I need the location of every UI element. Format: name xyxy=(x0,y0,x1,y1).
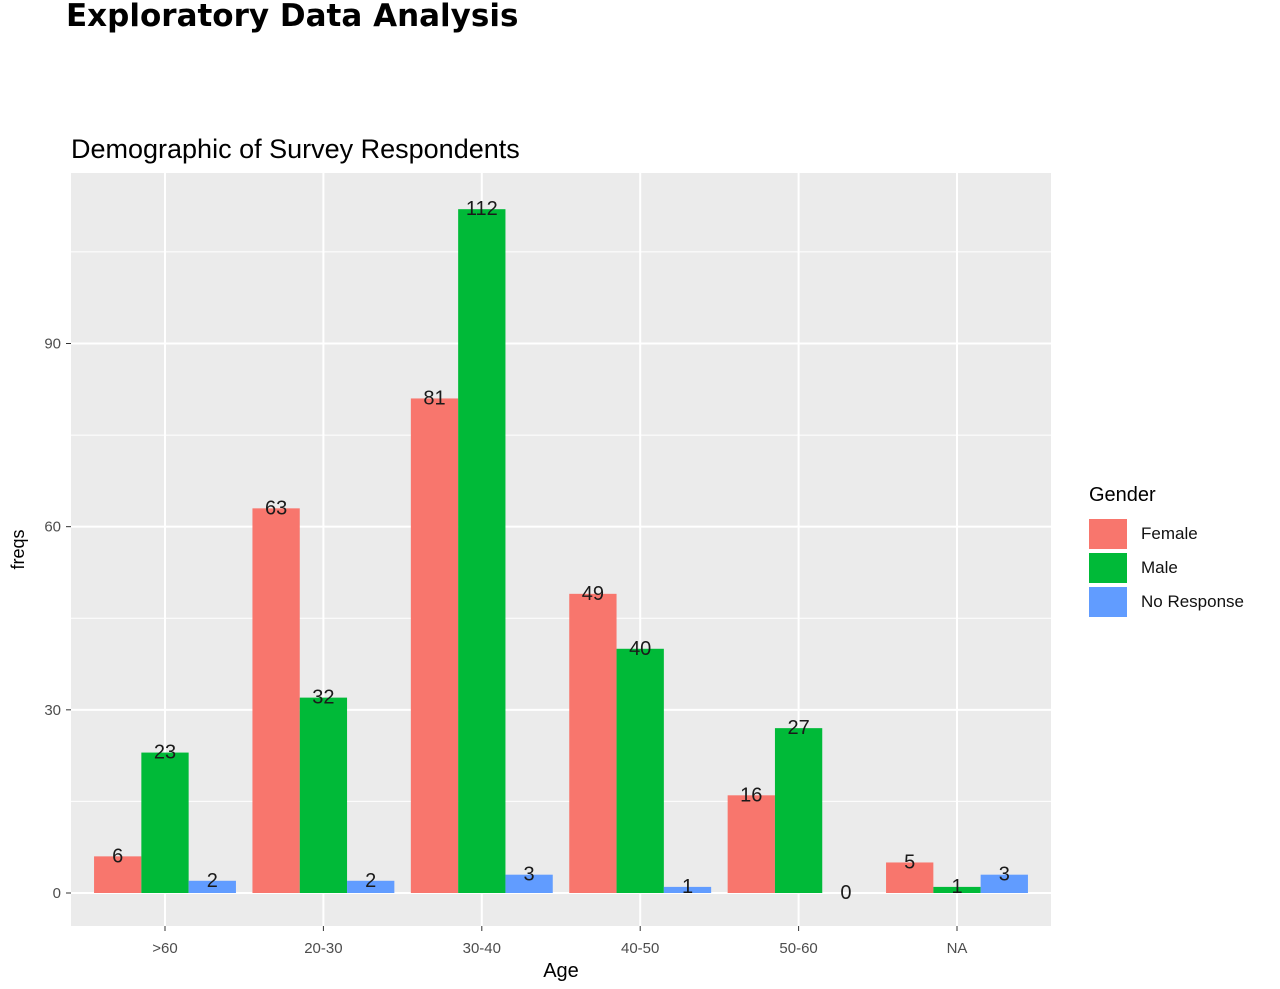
bar-no-response-40-50 xyxy=(663,886,712,893)
data-label-female-50-60: 16 xyxy=(740,784,762,806)
y-axis-title: freqs xyxy=(8,529,28,569)
bar-male-40-50 xyxy=(616,648,664,893)
data-label-no-response-40-50: 1 xyxy=(682,876,693,898)
x-tick-label: 50-60 xyxy=(779,940,817,957)
data-label-female-40-50: 49 xyxy=(582,583,604,605)
bar-male-50-60 xyxy=(774,728,823,893)
bar-no-response-20-30 xyxy=(347,880,395,893)
data-label-male-na: 1 xyxy=(951,876,962,898)
bar-female-na xyxy=(886,862,934,893)
x-tick-label: 30-40 xyxy=(463,940,501,957)
legend-item-female: Female xyxy=(1089,517,1244,551)
x-tick-label: NA xyxy=(947,940,968,957)
bar-female-60 xyxy=(94,856,142,893)
legend-swatch-female xyxy=(1089,519,1127,549)
plot-panel xyxy=(71,173,1051,926)
page-title: Exploratory Data Analysis xyxy=(66,0,519,34)
bar-male-20-30 xyxy=(299,697,348,893)
bar-female-20-30 xyxy=(252,508,300,893)
y-tick-label: 0 xyxy=(53,885,61,902)
bar-no-response-30-40 xyxy=(505,874,553,893)
legend-swatch-male xyxy=(1089,553,1127,583)
y-tick-label: 30 xyxy=(44,702,61,719)
x-axis-title: Age xyxy=(543,960,579,982)
legend-title: Gender xyxy=(1089,484,1156,506)
data-label-female-na: 5 xyxy=(904,851,915,873)
data-label-male-40-50: 40 xyxy=(629,638,651,660)
legend-item-male: Male xyxy=(1089,551,1244,585)
data-label-female-60: 6 xyxy=(112,845,123,867)
legend-item-no-response: No Response xyxy=(1089,585,1244,619)
data-label-male-20-30: 32 xyxy=(312,687,334,709)
bar-no-response-na xyxy=(980,874,1028,893)
data-label-male-30-40: 112 xyxy=(466,198,498,220)
legend: Gender Female Male No Response xyxy=(1089,484,1244,619)
data-label-no-response-50-60: 0 xyxy=(840,882,851,904)
data-label-no-response-60: 2 xyxy=(207,870,218,892)
data-label-no-response-30-40: 3 xyxy=(524,864,535,886)
y-tick-label: 90 xyxy=(44,336,61,353)
bar-male-na xyxy=(933,886,981,893)
chart-title: Demographic of Survey Respondents xyxy=(71,134,520,164)
x-tick-label: 20-30 xyxy=(304,940,342,957)
legend-label-no-response: No Response xyxy=(1141,592,1245,611)
bar-female-40-50 xyxy=(569,593,617,893)
data-label-male-60: 23 xyxy=(154,742,176,764)
x-tick-label: >60 xyxy=(152,940,177,957)
legend-swatch-no-response xyxy=(1089,587,1127,617)
legend-label-male: Male xyxy=(1141,558,1178,577)
x-tick-label: 40-50 xyxy=(621,940,659,957)
bar-male-60 xyxy=(141,752,189,893)
data-label-female-20-30: 63 xyxy=(265,497,287,519)
bar-no-response-60 xyxy=(188,880,236,893)
bar-male-30-40 xyxy=(458,209,506,893)
data-label-no-response-na: 3 xyxy=(999,864,1010,886)
data-label-no-response-20-30: 2 xyxy=(365,870,376,892)
y-tick-label: 60 xyxy=(44,519,61,536)
bar-female-50-60 xyxy=(727,795,775,893)
data-label-male-50-60: 27 xyxy=(787,717,809,739)
legend-label-female: Female xyxy=(1141,524,1198,543)
bar-female-30-40 xyxy=(410,398,459,893)
data-label-female-30-40: 81 xyxy=(423,387,445,409)
